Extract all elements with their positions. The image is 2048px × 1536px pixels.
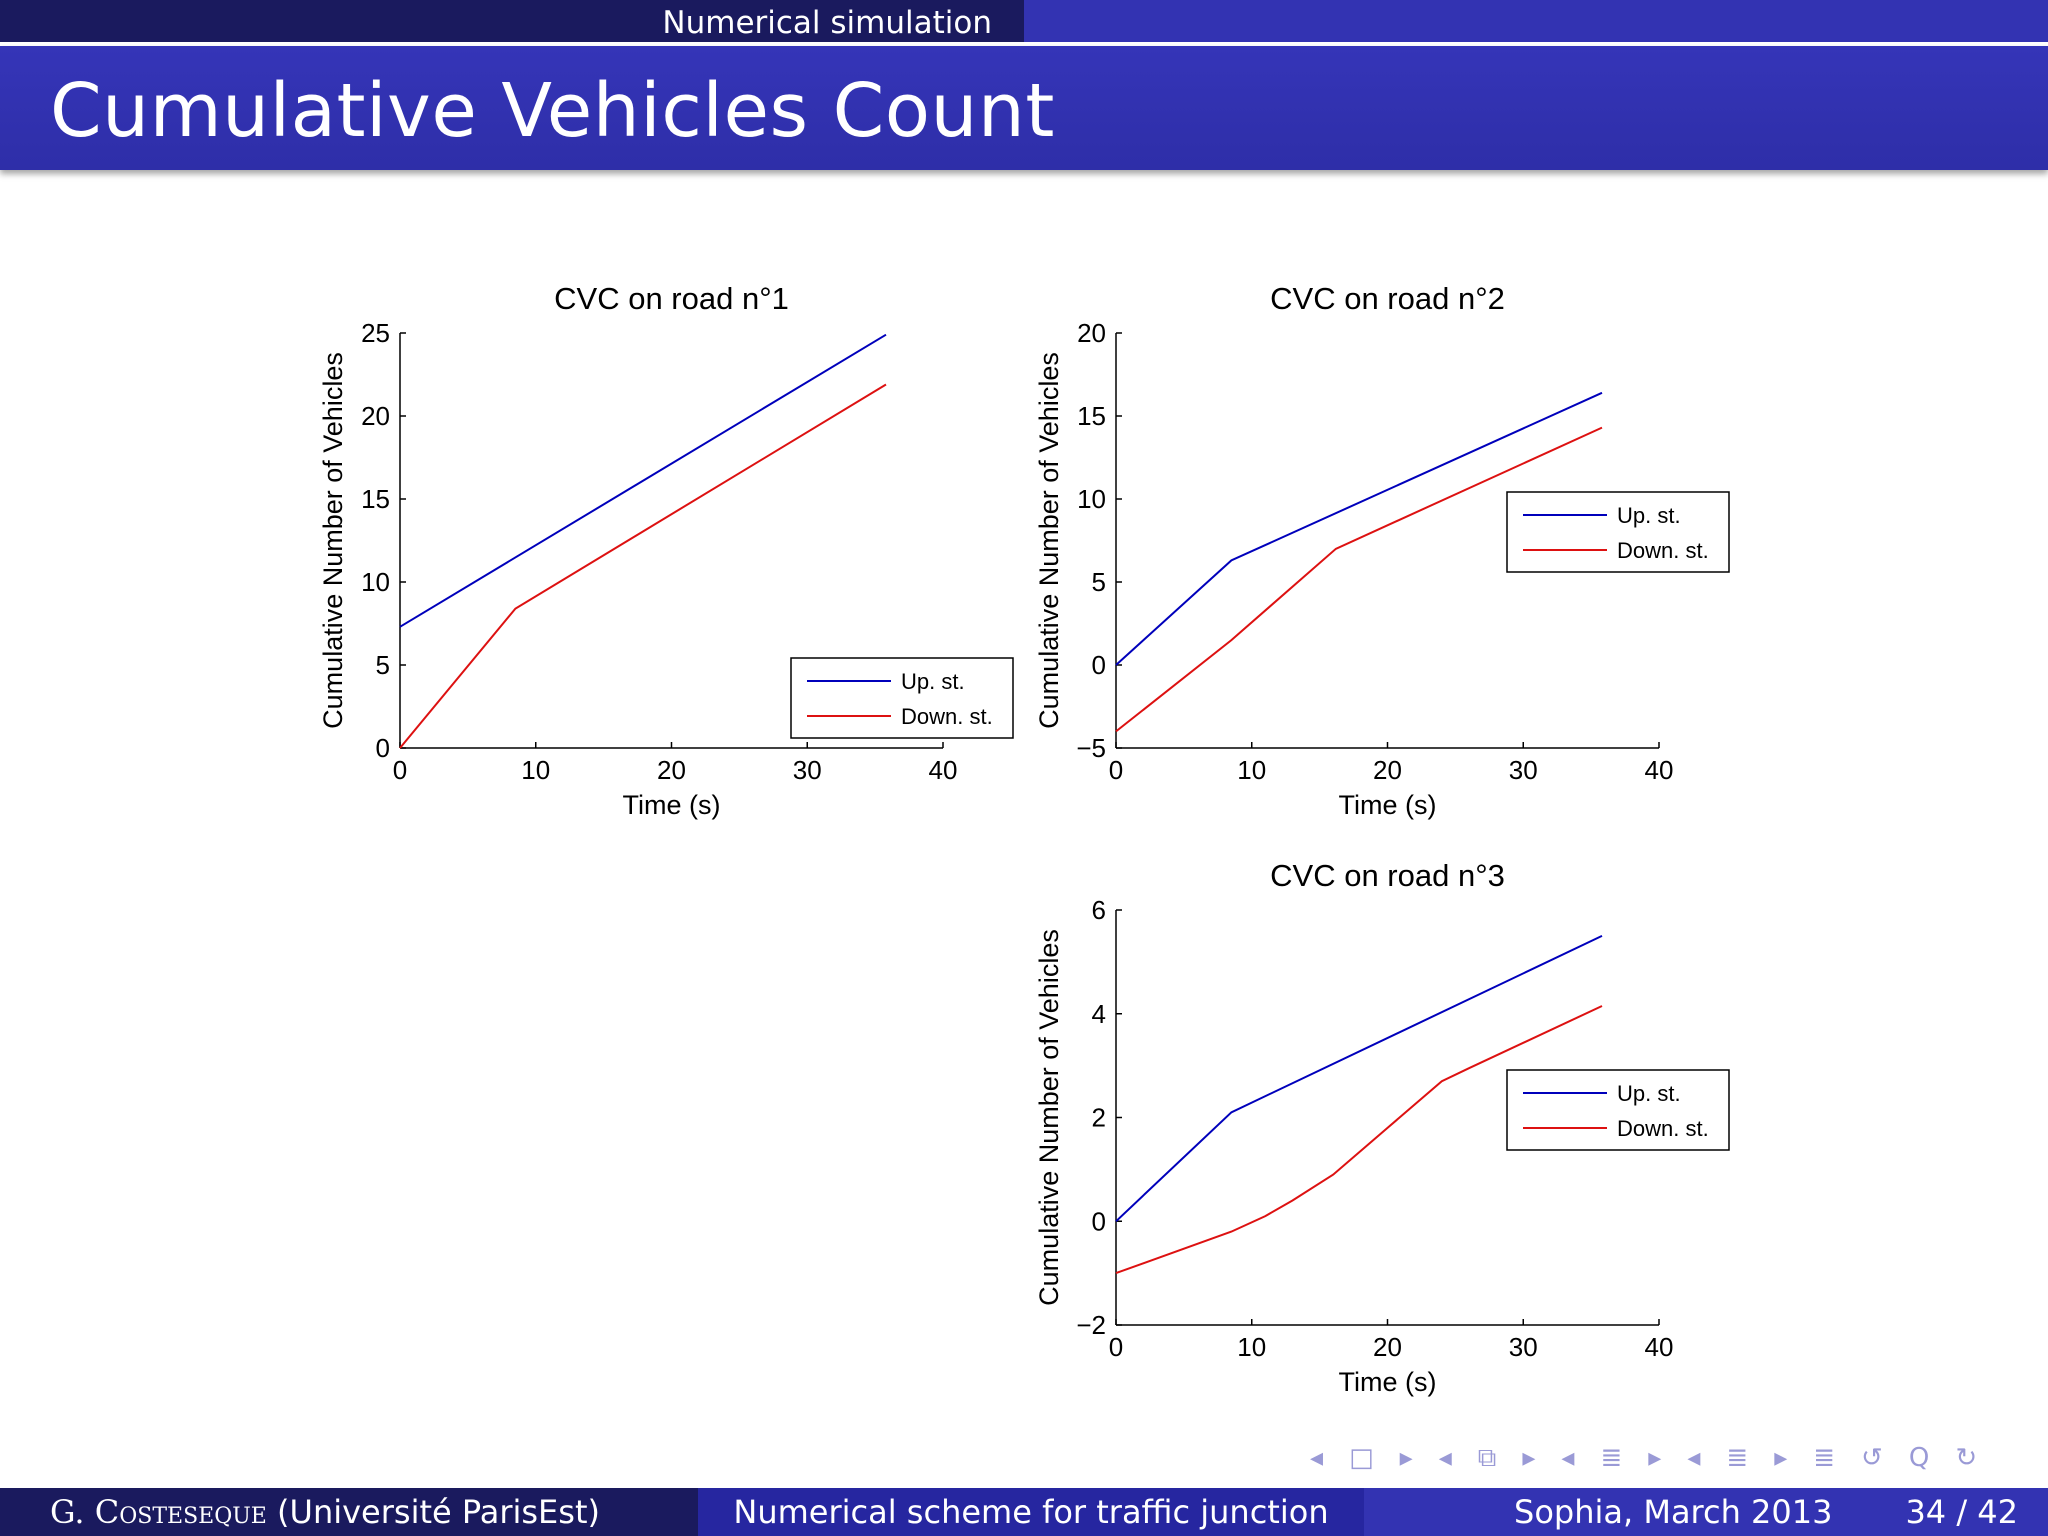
chart-title: CVC on road n°2 bbox=[1270, 281, 1505, 316]
legend-entry: Down. st. bbox=[1617, 538, 1709, 563]
x-axis-label: Time (s) bbox=[1339, 790, 1437, 820]
nav-symbol-icon[interactable]: ▸ bbox=[1648, 1443, 1662, 1473]
x-tick-label: 20 bbox=[657, 755, 686, 785]
legend-entry: Down. st. bbox=[1617, 1116, 1709, 1141]
footer-date: Sophia, March 2013 bbox=[1514, 1493, 1833, 1531]
y-tick-label: 15 bbox=[1077, 401, 1106, 431]
x-tick-label: 30 bbox=[1509, 755, 1538, 785]
nav-symbol-icon[interactable]: ≣ bbox=[1726, 1443, 1749, 1473]
footer-page-number: 34 / 42 bbox=[1905, 1493, 2018, 1531]
top-bar-right bbox=[1024, 0, 2048, 42]
chart-1: 0 10 20 30 40 0 5 10 15 20 25 CVC on road n°1 Time (… bbox=[318, 281, 1014, 820]
legend-entry: Up. st. bbox=[1617, 1081, 1681, 1106]
x-tick-label: 30 bbox=[1509, 1332, 1538, 1362]
y-tick-label: 5 bbox=[376, 650, 390, 680]
y-tick-label: −5 bbox=[1076, 733, 1106, 763]
y-tick-label: 20 bbox=[1077, 318, 1106, 348]
series-line-down-st bbox=[399, 383, 887, 749]
nav-symbol-icon[interactable]: ↺ bbox=[1861, 1443, 1883, 1473]
x-tick-label: 20 bbox=[1373, 1332, 1402, 1362]
top-navigation-bar: Numerical simulation bbox=[0, 0, 2048, 42]
series-line-down-st bbox=[1115, 1005, 1603, 1275]
legend-box bbox=[1506, 491, 1730, 573]
author-affiliation: (Université ParisEst) bbox=[277, 1493, 600, 1531]
y-tick-label: 0 bbox=[1092, 1206, 1106, 1236]
y-tick-label: 5 bbox=[1092, 567, 1106, 597]
series-line-up-st bbox=[1115, 934, 1603, 1223]
footer-bar: G. Costeseque (Université ParisEst) Nume… bbox=[0, 1488, 2048, 1536]
x-tick-label: 10 bbox=[521, 755, 550, 785]
nav-symbol-icon[interactable]: ▸ bbox=[1399, 1443, 1413, 1473]
chart-legend: Up. st. Down. st. bbox=[1506, 1069, 1730, 1151]
nav-symbol-icon[interactable]: ▸ bbox=[1774, 1443, 1788, 1473]
top-bar-left bbox=[0, 0, 1024, 42]
x-tick-label: 0 bbox=[1109, 1332, 1123, 1362]
x-tick-label: 10 bbox=[1237, 1332, 1266, 1362]
y-tick-label: 0 bbox=[1092, 650, 1106, 680]
x-axis-label: Time (s) bbox=[623, 790, 721, 820]
author-initial: G. bbox=[50, 1493, 95, 1531]
y-tick-label: 25 bbox=[361, 318, 390, 348]
nav-symbol-icon[interactable]: ◂ bbox=[1438, 1443, 1452, 1473]
nav-symbol-icon[interactable]: ▸ bbox=[1522, 1443, 1536, 1473]
nav-symbol-icon[interactable]: ≣ bbox=[1600, 1443, 1623, 1473]
chart-title: CVC on road n°3 bbox=[1270, 858, 1505, 893]
series-line-down-st bbox=[1115, 426, 1603, 733]
y-tick-label: 10 bbox=[1077, 484, 1106, 514]
nav-symbol-icon[interactable]: ≣ bbox=[1813, 1443, 1836, 1473]
nav-symbol-icon[interactable]: ◂ bbox=[1310, 1443, 1324, 1473]
nav-symbol-icon[interactable]: ◂ bbox=[1687, 1443, 1701, 1473]
legend-box bbox=[790, 657, 1014, 739]
y-tick-label: 2 bbox=[1092, 1103, 1106, 1133]
nav-symbol-icon[interactable]: □ bbox=[1349, 1443, 1374, 1473]
section-label[interactable]: Numerical simulation bbox=[662, 5, 992, 41]
y-tick-label: 0 bbox=[376, 733, 390, 763]
chart-legend: Up. st. Down. st. bbox=[1506, 491, 1730, 573]
nav-symbol-icon[interactable]: ◂ bbox=[1561, 1443, 1575, 1473]
chart-legend: Up. st. Down. st. bbox=[790, 657, 1014, 739]
legend-entry: Down. st. bbox=[901, 704, 993, 729]
footer-date-page: Sophia, March 2013 34 / 42 bbox=[1364, 1488, 2048, 1536]
nav-symbol-icon[interactable]: Q bbox=[1908, 1443, 1930, 1473]
x-axis-label: Time (s) bbox=[1339, 1367, 1437, 1397]
nav-symbol-icon[interactable]: ↻ bbox=[1955, 1443, 1978, 1473]
y-tick-label: −2 bbox=[1076, 1310, 1106, 1340]
y-axis-label: Cumulative Number of Vehicles bbox=[1034, 929, 1064, 1306]
series-line-up-st bbox=[399, 333, 887, 628]
author-surname: Costeseque bbox=[94, 1493, 267, 1531]
x-tick-label: 40 bbox=[1645, 1332, 1674, 1362]
y-axis-label: Cumulative Number of Vehicles bbox=[318, 352, 348, 729]
beamer-navigation-symbols[interactable]: ◂ □ ▸ ◂ ⧉ ▸ ◂ ≣ ▸ ◂ ≣ ▸ ≣ ↺ Q ↻ bbox=[1310, 1438, 1977, 1478]
x-tick-label: 20 bbox=[1373, 755, 1402, 785]
y-axis-label: Cumulative Number of Vehicles bbox=[1034, 352, 1064, 729]
legend-entry: Up. st. bbox=[901, 669, 965, 694]
y-tick-label: 10 bbox=[361, 567, 390, 597]
footer-talk-title: Numerical scheme for traffic junction bbox=[698, 1488, 1364, 1536]
x-tick-label: 40 bbox=[1645, 755, 1674, 785]
series-line-up-st bbox=[1115, 391, 1603, 666]
footer-author: G. Costeseque (Université ParisEst) bbox=[0, 1488, 698, 1536]
y-tick-label: 20 bbox=[361, 401, 390, 431]
slide-title: Cumulative Vehicles Count bbox=[50, 68, 1055, 154]
legend-entry: Up. st. bbox=[1617, 503, 1681, 528]
chart-title: CVC on road n°1 bbox=[554, 281, 789, 316]
x-tick-label: 0 bbox=[1109, 755, 1123, 785]
nav-symbol-icon[interactable]: ⧉ bbox=[1477, 1442, 1497, 1473]
y-tick-label: 4 bbox=[1092, 999, 1106, 1029]
y-tick-label: 15 bbox=[361, 484, 390, 514]
x-tick-label: 10 bbox=[1237, 755, 1266, 785]
x-tick-label: 40 bbox=[929, 755, 958, 785]
title-band: Cumulative Vehicles Count bbox=[0, 46, 2048, 170]
y-tick-label: 6 bbox=[1092, 895, 1106, 925]
legend-box bbox=[1506, 1069, 1730, 1151]
x-tick-label: 0 bbox=[393, 755, 407, 785]
x-tick-label: 30 bbox=[793, 755, 822, 785]
